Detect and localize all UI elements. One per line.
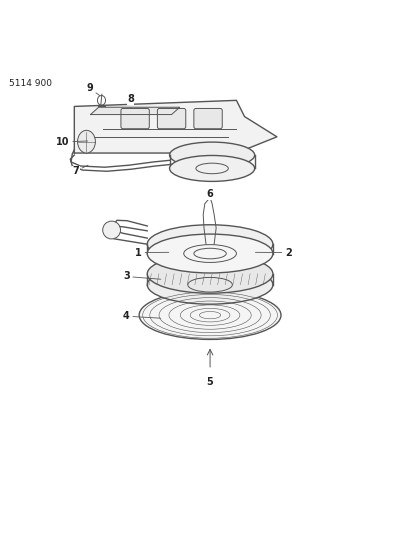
Text: 5114 900: 5114 900: [9, 79, 53, 88]
Ellipse shape: [103, 221, 120, 239]
Text: 7: 7: [72, 165, 88, 176]
Ellipse shape: [139, 291, 281, 340]
FancyBboxPatch shape: [194, 108, 222, 129]
Text: 4: 4: [123, 311, 161, 321]
Ellipse shape: [147, 265, 273, 304]
Ellipse shape: [78, 131, 95, 153]
Text: 2: 2: [255, 247, 292, 257]
Polygon shape: [74, 100, 277, 153]
Text: 9: 9: [86, 84, 100, 95]
Text: 3: 3: [123, 271, 161, 281]
FancyBboxPatch shape: [121, 108, 149, 129]
Ellipse shape: [147, 254, 273, 293]
Text: 6: 6: [207, 189, 213, 199]
Ellipse shape: [147, 225, 273, 264]
Ellipse shape: [147, 234, 273, 273]
Text: 5: 5: [207, 377, 213, 387]
Text: 1: 1: [135, 247, 169, 257]
Polygon shape: [91, 107, 180, 115]
Ellipse shape: [170, 156, 255, 181]
Text: 8: 8: [127, 94, 134, 108]
FancyBboxPatch shape: [157, 108, 186, 129]
Text: 10: 10: [56, 137, 88, 147]
Ellipse shape: [170, 142, 255, 168]
